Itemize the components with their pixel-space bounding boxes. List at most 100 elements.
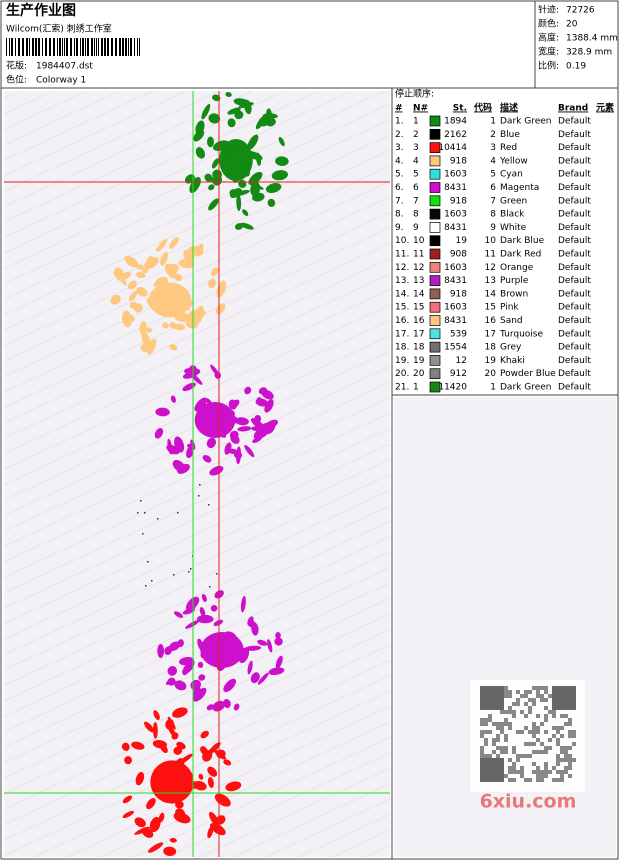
row-brand: Default (558, 289, 591, 299)
row-index: 10. (395, 236, 409, 246)
row-code: 10 (485, 236, 497, 246)
color-swatch (429, 328, 441, 340)
color-swatch (429, 355, 441, 366)
row-brand: Default (558, 369, 591, 379)
row-description: Pink (500, 303, 519, 313)
row-code: 6 (490, 183, 496, 193)
column-header: 元素 (596, 102, 614, 114)
row-stitches: 11420 (438, 383, 467, 393)
column-header: 代码 (473, 102, 492, 114)
row-description: Purple (500, 276, 529, 286)
color-swatch (429, 235, 441, 247)
column-header: 描述 (500, 102, 518, 114)
info-label: 比例: (538, 60, 559, 72)
row-index: 9. (395, 223, 404, 233)
row-stitches: 2162 (444, 130, 467, 140)
row-brand: Default (558, 329, 591, 339)
row-code: 16 (485, 316, 497, 326)
row-brand: Default (558, 343, 591, 353)
row-brand: Default (558, 170, 591, 180)
row-brand: Default (558, 263, 591, 273)
row-code: 1 (490, 383, 496, 393)
row-index: 5. (395, 170, 404, 180)
row-n: 17 (413, 329, 424, 339)
motif (121, 707, 242, 857)
row-n: 5 (413, 170, 419, 180)
row-brand: Default (558, 383, 591, 393)
row-stitches: 918 (450, 289, 467, 299)
row-index: 2. (395, 130, 404, 140)
row-index: 8. (395, 210, 404, 220)
row-index: 12. (395, 263, 409, 273)
row-index: 15. (395, 303, 409, 313)
row-brand: Default (558, 117, 591, 127)
colorway: Colorway 1 (36, 76, 86, 86)
row-stitches: 1603 (444, 263, 467, 273)
row-description: Blue (500, 130, 520, 140)
row-n: 1 (413, 117, 419, 127)
row-brand: Default (558, 130, 591, 140)
row-code: 13 (485, 276, 496, 286)
row-n: 10 (413, 236, 425, 246)
table-title: 停止顺序: (395, 88, 434, 100)
motif (184, 92, 289, 230)
row-code: 4 (490, 156, 496, 166)
title: 生产作业图 (6, 2, 76, 19)
info-label: 宽度: (538, 46, 559, 58)
row-n: 3 (413, 143, 419, 153)
row-stitches: 8431 (444, 183, 467, 193)
row-brand: Default (558, 236, 591, 246)
row-description: Red (500, 143, 517, 153)
row-n: 16 (413, 316, 425, 326)
row-stitches: 8431 (444, 276, 467, 286)
row-brand: Default (558, 143, 591, 153)
row-n: 7 (413, 196, 419, 206)
row-description: Sand (500, 316, 523, 326)
row-description: Powder Blue (500, 369, 556, 379)
row-n: 20 (413, 369, 425, 379)
row-code: 19 (485, 356, 497, 366)
row-code: 3 (490, 143, 496, 153)
row-description: Black (500, 210, 525, 220)
color-swatch (429, 208, 441, 220)
row-description: Yellow (499, 156, 528, 166)
design-label: 花版: (6, 60, 27, 72)
color-swatch (429, 368, 441, 380)
column-header: Brand (558, 104, 588, 114)
row-stitches: 912 (450, 369, 467, 379)
row-description: Khaki (500, 356, 525, 366)
row-stitches: 8431 (444, 223, 467, 233)
color-swatch (429, 381, 441, 393)
column-header: St. (453, 104, 467, 114)
design-file: 1984407.dst (36, 62, 93, 72)
color-swatch (429, 301, 441, 313)
row-brand: Default (558, 223, 591, 233)
row-index: 11. (395, 250, 409, 260)
row-code: 7 (490, 196, 496, 206)
row-n: 6 (413, 183, 419, 193)
color-swatch (429, 142, 441, 153)
info-label: 颜色: (538, 18, 559, 30)
color-swatch (429, 128, 441, 140)
row-description: Grey (500, 343, 522, 353)
row-n: 11 (413, 250, 424, 260)
row-n: 18 (413, 343, 425, 353)
row-brand: Default (558, 250, 591, 260)
row-n: 13 (413, 276, 424, 286)
row-description: Cyan (500, 170, 523, 180)
row-description: Magenta (500, 183, 539, 193)
color-swatch (429, 155, 441, 167)
row-index: 17. (395, 329, 409, 339)
row-stitches: 12 (456, 356, 467, 366)
row-code: 20 (485, 369, 497, 379)
row-n: 12 (413, 263, 424, 273)
row-index: 13. (395, 276, 409, 286)
row-stitches: 1603 (444, 170, 467, 180)
row-code: 2 (490, 130, 496, 140)
row-description: Dark Blue (500, 236, 545, 246)
row-n: 15 (413, 303, 424, 313)
row-description: Brown (500, 289, 528, 299)
row-n: 8 (413, 210, 419, 220)
row-brand: Default (558, 156, 591, 166)
